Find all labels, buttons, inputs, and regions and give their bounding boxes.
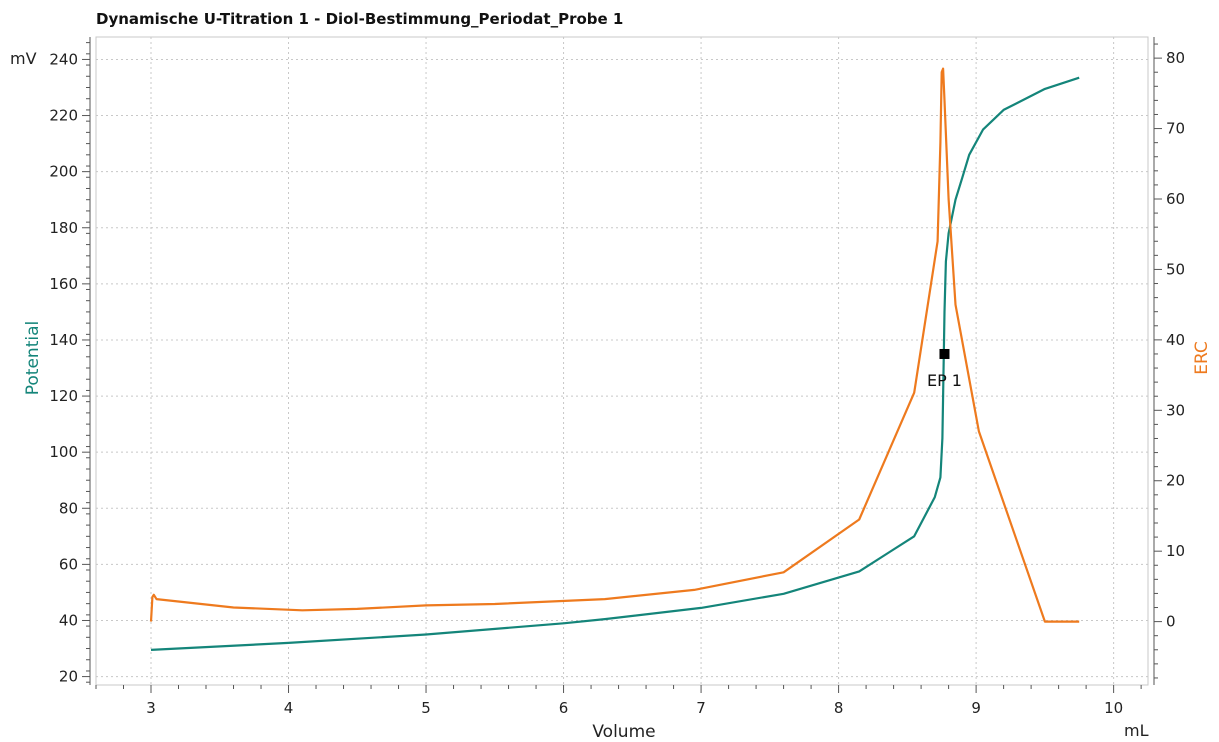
endpoint-markers: EP 1	[927, 348, 962, 390]
y-right-tick-label: 60	[1166, 190, 1185, 208]
x-tick-label: 9	[971, 699, 981, 717]
y-right-tick-label: 80	[1166, 49, 1185, 67]
x-tick-label: 10	[1104, 699, 1123, 717]
y-right-tick-label: 70	[1166, 120, 1185, 138]
series-lines	[149, 67, 1080, 651]
x-tick-label: 6	[559, 699, 569, 717]
y-left-tick-label: 40	[59, 611, 78, 629]
y-right-tick-label: 10	[1166, 542, 1185, 560]
y-left-tick-label: 220	[49, 107, 78, 125]
y-right-tick-label: 0	[1166, 613, 1176, 631]
series-line-erc	[149, 67, 1080, 623]
series-line-potential	[150, 76, 1080, 651]
y-left-tick-label: 140	[49, 331, 78, 349]
y-left-tick-label: 180	[49, 219, 78, 237]
y-left-tick-label: 80	[59, 499, 78, 517]
endpoint-marker	[939, 348, 950, 359]
grid-lines	[96, 37, 1148, 685]
y-left-tick-label: 60	[59, 555, 78, 573]
y-left-axis-title: Potential	[23, 321, 43, 395]
y-left-tick-label: 20	[59, 668, 78, 686]
y-right-tick-label: 40	[1166, 331, 1185, 349]
endpoint-label: EP 1	[927, 371, 962, 390]
y-left-tick-label: 120	[49, 387, 78, 405]
y-right-tick-label: 30	[1166, 401, 1185, 419]
x-tick-label: 7	[696, 699, 706, 717]
y-right-axis-title: ERC	[1192, 341, 1212, 375]
y-left-tick-label: 240	[49, 50, 78, 68]
plot-frame	[95, 36, 1149, 686]
y-left-tick-label: 200	[49, 163, 78, 181]
x-tick-label: 5	[421, 699, 431, 717]
x-tick-label: 4	[284, 699, 294, 717]
y-left-tick-label: 160	[49, 275, 78, 293]
y-left-tick-label: 100	[49, 443, 78, 461]
x-axis-title: Volume	[592, 722, 655, 742]
chart-title: Dynamische U-Titration 1 - Diol-Bestimmu…	[96, 10, 623, 28]
axes: 3 4 5 6 7 8 9 102040608010012014016018020022024…	[49, 37, 1185, 717]
y-right-tick-label: 50	[1166, 260, 1185, 278]
y-right-tick-label: 20	[1166, 472, 1185, 490]
y-left-unit: mV	[10, 49, 37, 68]
x-tick-label: 3	[146, 699, 156, 717]
x-tick-label: 8	[834, 699, 844, 717]
x-unit: mL	[1124, 721, 1149, 740]
